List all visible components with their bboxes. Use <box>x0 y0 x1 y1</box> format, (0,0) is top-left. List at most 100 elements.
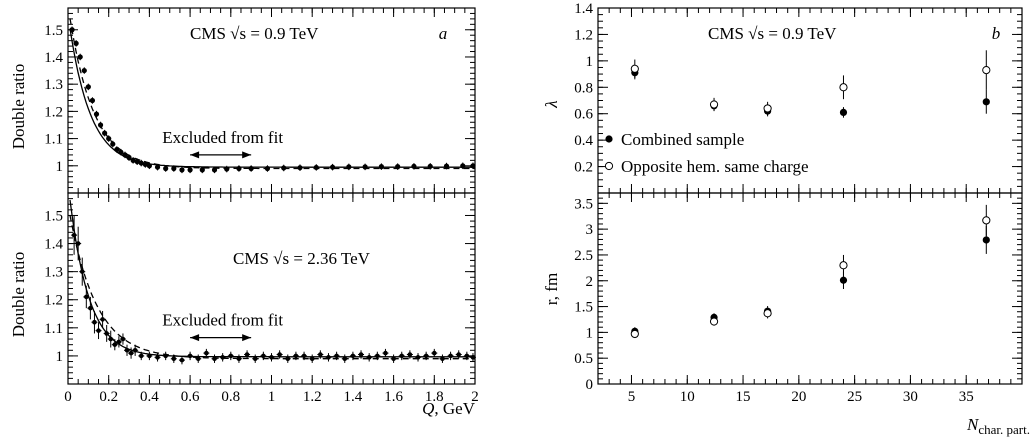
y-tick-label: 1 <box>586 54 594 70</box>
arrow-head-left <box>190 334 200 342</box>
data-point <box>204 350 209 356</box>
x-axis-label-unit: , GeV <box>434 399 475 418</box>
data-point <box>293 353 299 359</box>
data-point <box>114 146 120 153</box>
data-point <box>236 356 242 362</box>
data-point <box>470 355 476 360</box>
energy-annotation: CMS √s = 0.9 TeV <box>190 24 319 43</box>
data-point <box>138 353 144 359</box>
y-tick-label: 0.4 <box>574 133 593 149</box>
panel-b-bottom-chart: 5 10 15 20 25 30 35 0 0.5 1 1.5 2 2.5 3 3.5 r, fm Nchar.… <box>542 192 1030 437</box>
data-point <box>252 356 258 362</box>
data-point <box>138 160 144 166</box>
energy-annotation: CMS √s = 2.36 TeV <box>233 249 371 268</box>
data-point <box>334 353 339 359</box>
x-tick-label: 15 <box>736 389 751 405</box>
y-tick-label: 1.4 <box>44 50 63 66</box>
x-tick-label: 1.2 <box>303 389 322 405</box>
data-point <box>346 164 352 170</box>
data-point <box>146 163 152 169</box>
data-point <box>73 40 79 46</box>
y-tick-label: 1.2 <box>44 293 63 309</box>
x-tick-label: 20 <box>791 389 806 405</box>
y-tick-label: 1.2 <box>44 104 63 120</box>
data-point <box>460 163 466 169</box>
data-point <box>432 350 437 356</box>
data-point <box>112 342 118 347</box>
data-point <box>407 352 413 357</box>
data-point <box>163 165 169 172</box>
data-point <box>264 165 271 172</box>
y-axis-label: Double ratio <box>9 252 28 337</box>
data-point <box>375 353 380 359</box>
data-point <box>92 319 97 325</box>
opposite-hem-point <box>630 329 639 339</box>
data-point <box>440 356 445 362</box>
data-point <box>411 163 417 169</box>
data-point <box>69 27 75 33</box>
x-tick-label: 1.8 <box>425 389 444 405</box>
data-point <box>132 347 138 353</box>
data-point <box>126 155 132 161</box>
data-point <box>443 163 450 169</box>
arrow-head-right <box>242 151 252 159</box>
combined-sample-point <box>839 276 848 284</box>
data-point <box>118 149 124 155</box>
x-tick-label: 1.6 <box>384 389 403 405</box>
x-tick-label: 10 <box>680 389 695 405</box>
data-point <box>100 317 105 322</box>
panel-a-bottom-chart: 0 0.2 0.4 0.6 0.8 1 1.2 1.4 1.6 1.8 2 1 1.1 1.2 1.3 1.4… <box>9 192 479 418</box>
x-tick-label: 25 <box>847 389 862 405</box>
y-tick-label: 2.5 <box>574 248 593 264</box>
data-point <box>366 355 372 360</box>
data-point <box>297 165 303 171</box>
data-point <box>199 167 205 173</box>
opposite-hem-point <box>763 309 772 318</box>
data-point <box>277 352 282 357</box>
data-point <box>179 167 185 173</box>
data-point <box>187 353 193 359</box>
y-axis-label: r, fm <box>542 273 561 305</box>
arrow-head-right <box>242 334 252 342</box>
combined-sample-point <box>982 98 990 106</box>
y-tick-label: 1 <box>56 349 64 365</box>
legend-marker-combined <box>605 135 613 143</box>
opposite-hem-point <box>709 100 719 109</box>
data-point <box>88 305 93 311</box>
panel-letter-a: a <box>439 24 448 43</box>
x-tick-label: 0.6 <box>181 389 200 405</box>
data-point <box>313 164 319 171</box>
data-point <box>171 165 177 172</box>
opposite-hem-point <box>982 66 991 75</box>
x-tick-label: 5 <box>628 389 636 405</box>
legend-marker-opposite <box>604 161 614 171</box>
y-tick-label: 3.5 <box>574 196 593 212</box>
opposite-hem-point <box>839 261 848 270</box>
x-tick-label: 2 <box>471 389 479 405</box>
data-point <box>97 122 104 128</box>
y-tick-label: 1.3 <box>44 77 63 93</box>
opposite-hem-point <box>839 83 848 92</box>
opposite-hem-point <box>763 104 772 113</box>
data-point <box>195 356 201 362</box>
data-point <box>383 350 388 356</box>
y-axis-label: λ <box>542 100 561 108</box>
x-tick-label: 0.4 <box>140 389 159 405</box>
combined-sample-point <box>839 108 848 116</box>
y-tick-label: 0.5 <box>574 351 593 367</box>
y-tick-label: 1.3 <box>44 265 63 281</box>
panel-letter-b: b <box>992 24 1001 43</box>
data-point <box>96 328 101 333</box>
data-point <box>470 163 476 169</box>
combined-sample-point <box>982 236 990 244</box>
y-tick-label: 0.2 <box>574 160 593 176</box>
data-point <box>464 353 470 359</box>
data-point <box>350 353 356 359</box>
data-point <box>155 355 160 360</box>
data-point <box>228 353 234 359</box>
x-tick-label: 0.2 <box>99 389 118 405</box>
data-point <box>342 356 348 362</box>
data-point <box>456 352 462 357</box>
data-point <box>84 294 89 300</box>
